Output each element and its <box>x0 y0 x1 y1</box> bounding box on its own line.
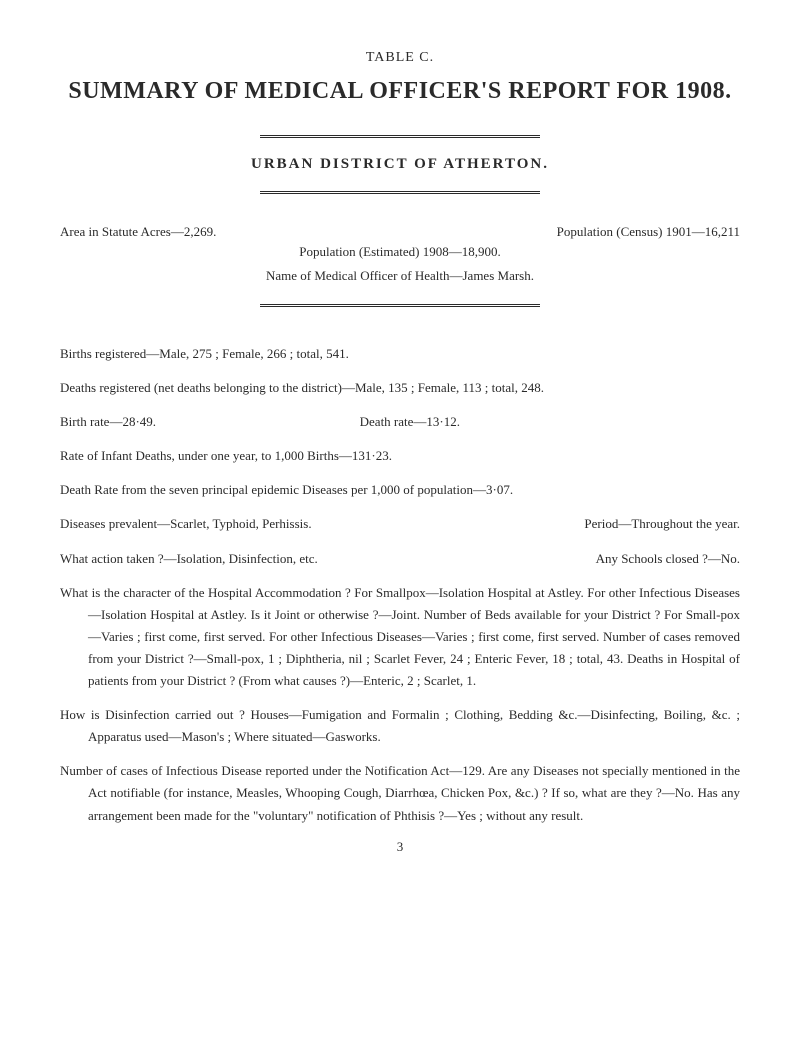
diseases-prevalent-line: Diseases prevalent—Scarlet, Typhoid, Per… <box>60 513 740 535</box>
infant-deaths-rate: Rate of Infant Deaths, under one year, t… <box>60 445 740 467</box>
medical-officer-name: Name of Medical Officer of Health—James … <box>60 268 740 284</box>
rule-lower <box>260 304 540 307</box>
page-number: 3 <box>60 839 740 855</box>
births-registered: Births registered—Male, 275 ; Female, 26… <box>60 343 740 365</box>
action-taken: What action taken ?—Isolation, Disinfect… <box>60 548 318 570</box>
hospital-accommodation: What is the character of the Hospital Ac… <box>60 582 740 692</box>
table-label: TABLE C. <box>60 50 740 66</box>
area-statute: Area in Statute Acres—2,269. <box>60 224 216 240</box>
population-census: Population (Census) 1901—16,211 <box>557 224 740 240</box>
population-estimated: Population (Estimated) 1908—18,900. <box>60 244 740 260</box>
area-population-line: Area in Statute Acres—2,269. Population … <box>60 224 740 240</box>
main-title: SUMMARY OF MEDICAL OFFICER'S REPORT FOR … <box>60 78 740 105</box>
diseases-prevalent: Diseases prevalent—Scarlet, Typhoid, Per… <box>60 513 312 535</box>
infectious-cases: Number of cases of Infectious Disease re… <box>60 760 740 826</box>
disinfection-method: How is Disinfection carried out ? Houses… <box>60 704 740 748</box>
rule-top <box>260 135 540 138</box>
birth-rate: Birth rate—28·49. <box>60 411 156 433</box>
action-taken-line: What action taken ?—Isolation, Disinfect… <box>60 548 740 570</box>
death-rate: Death rate—13·12. <box>360 411 460 433</box>
district-title: URBAN DISTRICT OF ATHERTON. <box>60 156 740 173</box>
period-throughout: Period—Throughout the year. <box>584 513 740 535</box>
document-page: TABLE C. SUMMARY OF MEDICAL OFFICER'S RE… <box>0 0 800 885</box>
epidemic-death-rate: Death Rate from the seven principal epid… <box>60 479 740 501</box>
deaths-registered: Deaths registered (net deaths belonging … <box>60 377 740 399</box>
rule-mid <box>260 191 540 194</box>
birth-death-rate: Birth rate—28·49. Death rate—13·12. <box>60 411 740 433</box>
schools-closed: Any Schools closed ?—No. <box>596 548 740 570</box>
